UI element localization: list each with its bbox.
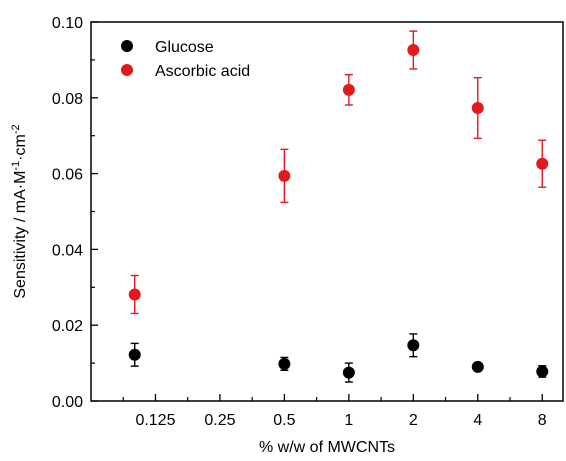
y-axis-title-main: Sensitivity / mA·M bbox=[12, 171, 29, 299]
x-tick-label: 0.5 bbox=[273, 412, 295, 429]
y-axis-title-sup1: -1 bbox=[10, 161, 22, 171]
y-tick-label: 0.00 bbox=[52, 394, 83, 411]
data-point-glucose bbox=[128, 348, 141, 361]
data-point-ascorbic-acid bbox=[407, 44, 420, 57]
data-point-ascorbic-acid bbox=[536, 157, 549, 170]
legend-label-glucose: Glucose bbox=[155, 39, 214, 56]
data-point-ascorbic-acid bbox=[278, 169, 291, 182]
y-axis-title-mid: ·cm bbox=[12, 134, 29, 161]
y-tick-label: 0.08 bbox=[52, 91, 83, 108]
data-point-glucose bbox=[278, 357, 291, 370]
points-layer bbox=[128, 44, 549, 379]
data-point-ascorbic-acid bbox=[128, 288, 141, 301]
y-tick-label: 0.10 bbox=[52, 15, 83, 32]
legend-marker-glucose bbox=[121, 40, 133, 52]
x-tick-label: 0.25 bbox=[204, 412, 235, 429]
data-point-ascorbic-acid bbox=[471, 102, 484, 115]
x-tick-label: 0.125 bbox=[135, 412, 175, 429]
x-axis-title: % w/w of MWCNTs bbox=[259, 439, 395, 456]
y-tick-label: 0.02 bbox=[52, 318, 83, 335]
y-axis-title: Sensitivity / mA·M-1·cm-2 bbox=[10, 124, 29, 298]
y-axis-title-sup2: -2 bbox=[10, 124, 22, 134]
plot-frame bbox=[90, 21, 564, 402]
x-tick-label: 8 bbox=[538, 412, 547, 429]
legend-label-ascorbic-acid: Ascorbic acid bbox=[155, 63, 250, 80]
error-bars-layer bbox=[130, 30, 547, 383]
data-point-glucose bbox=[536, 365, 549, 378]
data-point-glucose bbox=[407, 339, 420, 352]
data-point-ascorbic-acid bbox=[342, 83, 355, 96]
x-tick-label: 1 bbox=[344, 412, 353, 429]
y-tick-label: 0.04 bbox=[52, 242, 83, 259]
legend-marker-ascorbic-acid bbox=[121, 64, 133, 76]
data-point-glucose bbox=[471, 360, 484, 373]
x-tick-label: 2 bbox=[409, 412, 418, 429]
y-tick-label: 0.06 bbox=[52, 167, 83, 184]
ticks-layer: 0.00 0.02 0.04 0.06 0.08 0.10 0.125 0.25 0.5 1 2 4 8 bbox=[52, 15, 547, 429]
data-point-glucose bbox=[342, 366, 355, 379]
x-tick-label: 4 bbox=[473, 412, 482, 429]
legend: Glucose Ascorbic acid bbox=[121, 39, 250, 80]
